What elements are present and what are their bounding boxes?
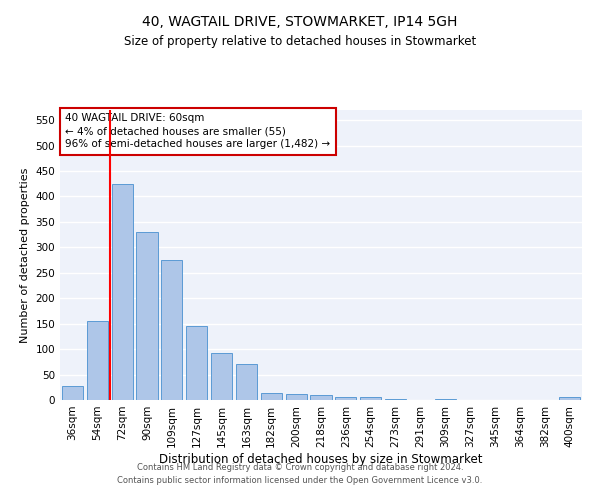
Text: 40 WAGTAIL DRIVE: 60sqm
← 4% of detached houses are smaller (55)
96% of semi-det: 40 WAGTAIL DRIVE: 60sqm ← 4% of detached… <box>65 113 331 150</box>
Bar <box>161 260 182 400</box>
Text: Contains HM Land Registry data © Crown copyright and database right 2024.: Contains HM Land Registry data © Crown c… <box>137 464 463 472</box>
Y-axis label: Number of detached properties: Number of detached properties <box>20 168 30 342</box>
Text: 40, WAGTAIL DRIVE, STOWMARKET, IP14 5GH: 40, WAGTAIL DRIVE, STOWMARKET, IP14 5GH <box>142 15 458 29</box>
X-axis label: Distribution of detached houses by size in Stowmarket: Distribution of detached houses by size … <box>159 452 483 466</box>
Bar <box>87 321 108 400</box>
Bar <box>261 394 282 400</box>
Bar <box>335 398 356 400</box>
Bar <box>310 395 332 400</box>
Text: Size of property relative to detached houses in Stowmarket: Size of property relative to detached ho… <box>124 35 476 48</box>
Bar <box>112 184 133 400</box>
Bar <box>136 232 158 400</box>
Bar <box>211 353 232 400</box>
Bar <box>62 386 83 400</box>
Bar <box>186 326 207 400</box>
Bar <box>236 364 257 400</box>
Bar <box>559 398 580 400</box>
Text: Contains public sector information licensed under the Open Government Licence v3: Contains public sector information licen… <box>118 476 482 485</box>
Bar <box>360 398 381 400</box>
Bar <box>286 394 307 400</box>
